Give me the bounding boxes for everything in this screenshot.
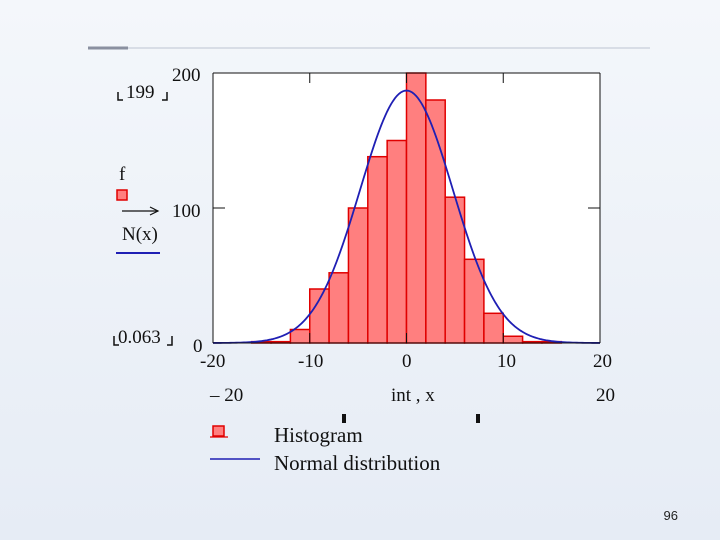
- y-expression-block[interactable]: f N(x): [116, 164, 160, 254]
- bracket-right-icon: [162, 92, 168, 101]
- histogram-bar: [386, 139, 408, 344]
- histogram-swatch-icon: [210, 425, 228, 438]
- legend-item-normal: Normal distribution: [210, 451, 441, 475]
- legend-item-histogram: Histogram: [210, 423, 363, 447]
- legend-label-histogram: Histogram: [274, 423, 363, 447]
- x-tick-label-0: 0: [402, 351, 412, 372]
- bar-trace-marker-icon: [116, 189, 128, 201]
- histogram-bar: [405, 72, 427, 344]
- y-range-max-field[interactable]: 199: [117, 82, 168, 103]
- axis-ticks: [212, 72, 601, 344]
- bracket-left-icon: [113, 336, 119, 346]
- normal-curve-line: [212, 89, 601, 344]
- x-tick-label-neg10: -10: [298, 351, 323, 372]
- x-range-max-label[interactable]: 20: [596, 385, 615, 406]
- x-tick-label-20: 20: [593, 351, 612, 372]
- histogram-bar: [328, 272, 350, 344]
- x-tick-label-10: 10: [497, 351, 516, 372]
- legend: Histogram Normal distribution: [210, 423, 441, 475]
- histogram-bar: [367, 155, 388, 344]
- histogram-bars: [250, 72, 563, 344]
- selection-handle-left[interactable]: [342, 414, 346, 423]
- selection-handle-right[interactable]: [476, 414, 480, 423]
- histogram-bar: [347, 207, 369, 344]
- y-range-min-field[interactable]: 0.063: [113, 327, 173, 348]
- y-range-min-label: 0.063: [118, 327, 161, 348]
- legend-label-normal: Normal distribution: [274, 451, 441, 475]
- arrow-head-icon: [149, 206, 160, 216]
- histogram-bar: [309, 288, 330, 344]
- x-range-min-label[interactable]: – 20: [209, 385, 243, 406]
- x-axis-label[interactable]: int , x: [391, 385, 435, 406]
- x-tick-labels: -20 -10 0 10 20: [200, 351, 612, 372]
- y-label-nx: N(x): [122, 224, 158, 245]
- bracket-left-icon: [117, 92, 123, 101]
- plot-area: [212, 72, 601, 344]
- x-tick-label-neg20: -20: [200, 351, 225, 372]
- histogram-bar: [483, 312, 504, 344]
- histogram-bar: [502, 335, 524, 344]
- bracket-right-icon: [167, 336, 173, 346]
- page-number: 96: [663, 508, 678, 523]
- histogram-bar: [289, 328, 311, 344]
- y-tick-label-200: 200: [172, 65, 201, 86]
- y-label-f: f: [119, 164, 126, 185]
- y-tick-label-0: 0: [193, 336, 203, 357]
- y-tick-label-100: 100: [172, 201, 201, 222]
- y-range-max-label: 199: [126, 82, 155, 103]
